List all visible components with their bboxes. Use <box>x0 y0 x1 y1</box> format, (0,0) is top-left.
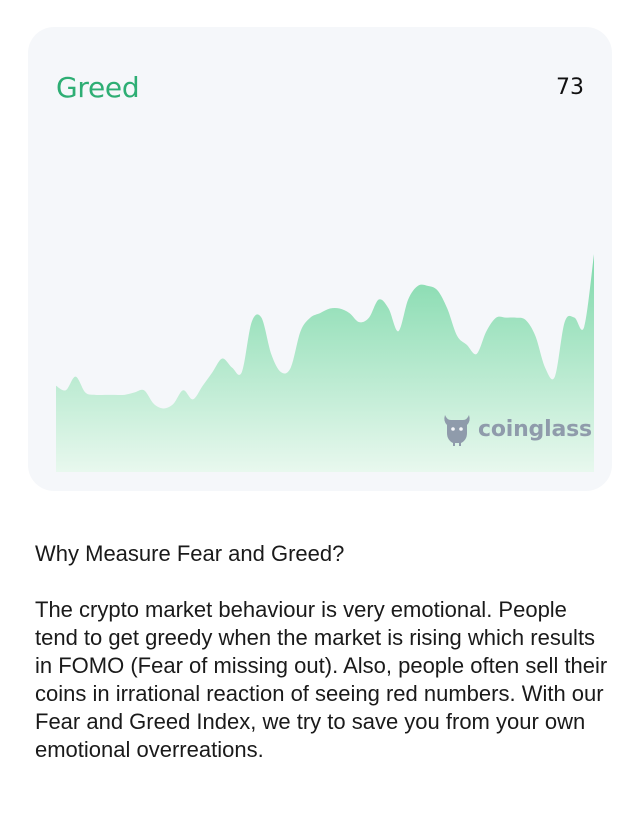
info-body: The crypto market behaviour is very emot… <box>35 597 608 762</box>
fear-greed-card: Greed 73 coinglass <box>28 27 612 491</box>
coinglass-wordmark: coinglass <box>478 416 592 442</box>
info-section: Why Measure Fear and Greed? The crypto m… <box>35 540 615 764</box>
fear-greed-history-chart <box>56 254 594 472</box>
info-heading: Why Measure Fear and Greed? <box>35 541 345 566</box>
sentiment-area <box>56 254 594 472</box>
coinglass-bull-icon <box>444 415 470 446</box>
coinglass-watermark: coinglass <box>442 411 592 447</box>
card-header: Greed 73 <box>56 69 584 105</box>
index-value: 73 <box>556 74 584 100</box>
sentiment-label: Greed <box>56 70 140 104</box>
